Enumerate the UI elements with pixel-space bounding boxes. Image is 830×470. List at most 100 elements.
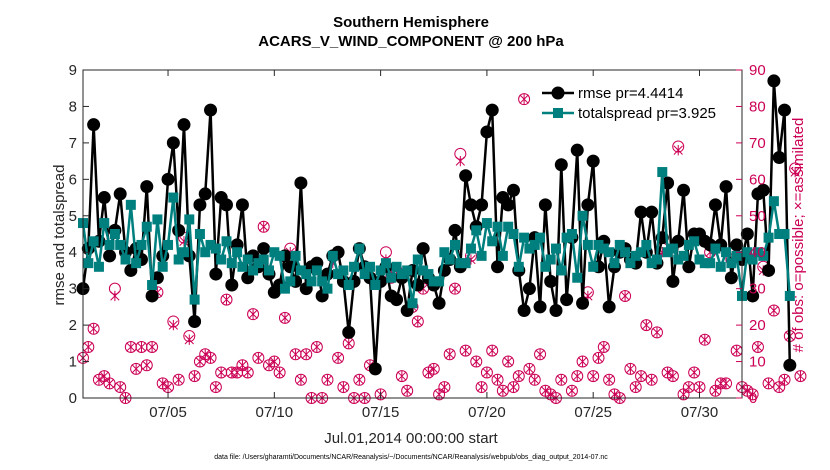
assimilated-obs-marker xyxy=(322,374,333,385)
rmse-point xyxy=(581,198,595,212)
possible-obs-marker xyxy=(592,351,605,364)
data-file-footer: data file: /Users/gharamti/Documents/NCA… xyxy=(214,454,608,461)
totalspread-point xyxy=(588,261,599,272)
possible-obs-marker xyxy=(114,381,127,394)
assimilated-obs-marker xyxy=(429,363,439,375)
assimilated-obs-marker xyxy=(269,356,279,367)
y-tick-label: 9 xyxy=(69,62,77,79)
totalspread-point xyxy=(609,258,620,269)
assimilated-obs-marker xyxy=(742,385,752,396)
rmse-point xyxy=(767,74,781,88)
rmse-point xyxy=(677,183,691,197)
y-tick-label: 2 xyxy=(69,317,77,334)
assimilated-obs-marker xyxy=(333,352,343,364)
totalspread-point xyxy=(402,265,413,276)
totalspread-point xyxy=(620,247,631,258)
totalspread-point xyxy=(598,243,609,254)
totalspread-point xyxy=(200,247,211,258)
assimilated-obs-marker xyxy=(131,363,141,375)
rmse-point xyxy=(730,238,744,252)
assimilated-obs-marker xyxy=(439,381,450,393)
possible-obs-marker xyxy=(278,311,291,324)
totalspread-point xyxy=(513,261,524,272)
totalspread-point xyxy=(364,261,375,272)
totalspread-point xyxy=(349,261,360,272)
totalspread-point xyxy=(428,276,439,287)
rmse-point xyxy=(772,150,786,164)
possible-obs-marker xyxy=(252,351,265,364)
legend-totalspread-marker xyxy=(553,108,563,118)
assimilated-obs-marker xyxy=(535,349,545,360)
possible-obs-marker xyxy=(209,381,222,394)
rmse-point xyxy=(257,242,271,256)
assimilated-obs-marker xyxy=(280,312,290,323)
rmse-point xyxy=(576,296,590,310)
totalspread-point xyxy=(221,236,232,247)
totalspread-point xyxy=(418,265,429,276)
assimilated-obs-marker xyxy=(248,309,258,320)
rmse-point xyxy=(666,274,680,288)
totalspread-point xyxy=(370,280,381,291)
totalspread-point xyxy=(152,214,163,225)
totalspread-point xyxy=(306,276,317,287)
rmse-point xyxy=(719,180,733,194)
totalspread-point xyxy=(508,229,519,239)
rmse-point xyxy=(475,198,489,212)
totalspread-point xyxy=(391,261,402,272)
totalspread-point xyxy=(242,254,253,265)
assimilated-obs-marker xyxy=(174,374,184,385)
assimilated-obs-marker xyxy=(301,349,311,360)
possible-obs-marker xyxy=(480,366,493,379)
assimilated-obs-marker xyxy=(684,381,694,393)
totalspread-point xyxy=(141,221,152,232)
assimilated-obs-marker xyxy=(540,385,551,396)
totalspread-point xyxy=(758,250,769,261)
y-axis-right-label: # of obs: o=possible; ×=assimilated xyxy=(790,118,807,353)
y-right-tick-label: 50 xyxy=(749,208,766,225)
possible-obs-marker xyxy=(310,340,323,353)
possible-obs-marker xyxy=(571,370,584,383)
totalspread-point xyxy=(492,221,503,232)
assimilated-obs-marker xyxy=(136,341,147,353)
rmse-point xyxy=(113,187,127,201)
rmse-point xyxy=(225,278,239,292)
possible-obs-marker xyxy=(576,355,589,368)
possible-obs-marker xyxy=(518,93,531,106)
y-right-tick-label: 80 xyxy=(749,98,766,115)
rmse-point xyxy=(501,198,515,212)
assimilated-obs-marker xyxy=(567,385,577,396)
assimilated-obs-marker xyxy=(710,385,721,396)
assimilated-obs-marker xyxy=(397,370,407,382)
rmse-point xyxy=(294,176,308,190)
totalspread-point xyxy=(763,232,774,243)
possible-obs-marker xyxy=(698,333,711,346)
assimilated-obs-marker xyxy=(769,305,779,316)
possible-obs-marker xyxy=(321,373,334,386)
y-right-tick-label: 0 xyxy=(749,390,757,407)
totalspread-point xyxy=(657,167,668,178)
y-tick-label: 3 xyxy=(69,281,77,298)
assimilated-obs-marker xyxy=(455,155,465,167)
totalspread-point xyxy=(699,258,710,269)
totalspread-point xyxy=(646,258,657,269)
totalspread-point xyxy=(465,243,476,254)
assimilated-obs-marker xyxy=(147,341,157,353)
assimilated-obs-marker xyxy=(83,341,93,353)
totalspread-point xyxy=(194,229,205,239)
totalspread-point xyxy=(779,229,790,239)
totalspread-point xyxy=(163,239,174,250)
possible-obs-marker xyxy=(332,351,345,364)
assimilated-obs-marker xyxy=(99,370,109,382)
assimilated-obs-marker xyxy=(344,338,354,349)
totalspread-point xyxy=(125,199,136,210)
y-tick-label: 5 xyxy=(69,208,77,225)
totalspread-point xyxy=(88,236,99,247)
possible-obs-marker xyxy=(603,373,616,386)
totalspread-point xyxy=(673,254,684,265)
rmse-point xyxy=(87,118,101,132)
rmse-point xyxy=(97,191,111,205)
assimilated-obs-marker xyxy=(104,378,115,389)
assimilated-obs-marker xyxy=(795,370,806,382)
totalspread-point xyxy=(455,258,466,269)
assimilated-obs-marker xyxy=(115,381,125,393)
